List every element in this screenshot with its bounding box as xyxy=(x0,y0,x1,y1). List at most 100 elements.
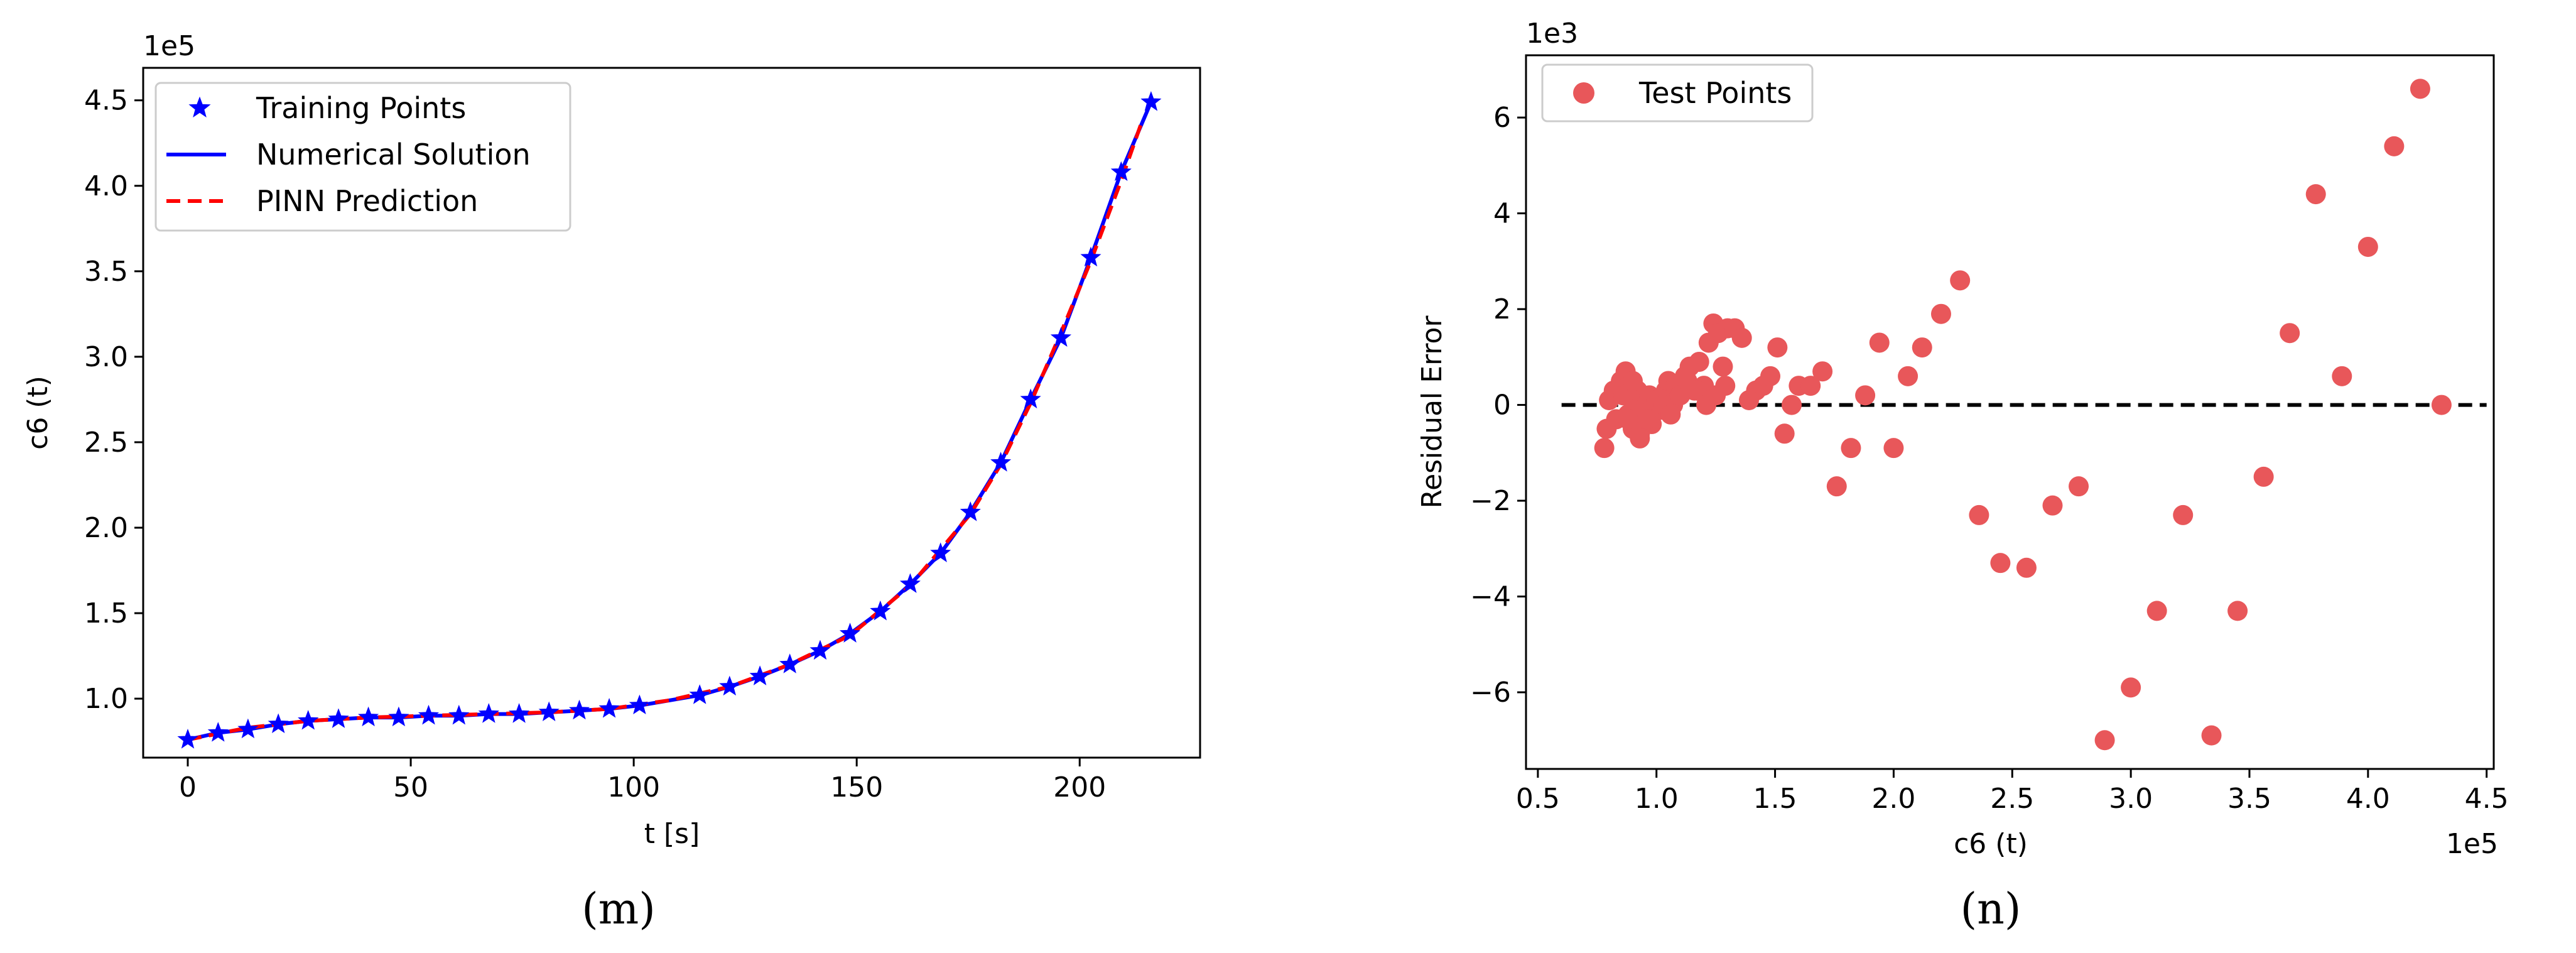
training-point xyxy=(629,694,650,715)
test-point xyxy=(2410,79,2430,99)
test-point xyxy=(1594,438,1615,459)
training-point xyxy=(1050,327,1072,347)
test-point xyxy=(2384,136,2405,156)
training-point xyxy=(237,718,259,739)
x-tick-label: 4.5 xyxy=(2465,783,2509,815)
training-point xyxy=(177,728,198,749)
training-point xyxy=(1110,161,1132,182)
y-tick-label: −2 xyxy=(1470,485,1511,517)
test-point xyxy=(1715,376,1736,396)
training-point xyxy=(1140,90,1162,111)
y-tick-label: 3.0 xyxy=(84,341,128,373)
test-point xyxy=(2305,184,2326,205)
y-tick-label: 4 xyxy=(1493,198,1511,230)
training-point xyxy=(839,623,861,643)
x-tick-label: 200 xyxy=(1053,771,1106,803)
legend-label-training-points: Training Points xyxy=(256,91,466,125)
training-point xyxy=(268,713,289,734)
training-point xyxy=(990,452,1012,472)
x-tick-label: 3.5 xyxy=(2227,783,2271,815)
y-tick-label: 6 xyxy=(1493,102,1511,134)
test-point xyxy=(1689,351,1709,372)
training-point xyxy=(689,684,710,704)
training-point xyxy=(1080,246,1101,267)
x-tick-label: 4.0 xyxy=(2346,783,2390,815)
y-offset-text: 1e5 xyxy=(143,30,195,62)
training-point xyxy=(930,542,951,562)
y-axis-label: c6 (t) xyxy=(22,376,54,450)
training-point xyxy=(960,501,981,521)
test-point xyxy=(1826,476,1847,497)
x-tick-label: 0 xyxy=(179,771,197,803)
x-offset-text: 1e5 xyxy=(2446,828,2498,860)
y-tick-label: 2.0 xyxy=(84,512,128,544)
x-tick-label: 100 xyxy=(607,771,660,803)
x-tick-label: 2.0 xyxy=(1871,783,1915,815)
training-point xyxy=(1020,388,1041,409)
test-point xyxy=(2431,395,2452,415)
y-tick-label: −4 xyxy=(1470,581,1511,613)
test-point xyxy=(2253,466,2274,487)
test-point xyxy=(2094,730,2115,751)
y-tick-label: 1.0 xyxy=(84,683,128,715)
legend-label-numerical-solution: Numerical Solution xyxy=(256,138,531,172)
test-point xyxy=(2069,476,2089,497)
training-point xyxy=(779,653,801,673)
test-point xyxy=(1686,380,1707,401)
training-point xyxy=(328,708,349,728)
y-tick-label: 0 xyxy=(1493,389,1511,422)
training-point xyxy=(719,675,740,696)
y-ticks: 1.0 1.5 2.0 2.5 3.0 3.5 4.0 4.5 xyxy=(84,85,143,715)
training-point xyxy=(899,573,921,593)
x-tick-label: 1.5 xyxy=(1753,783,1797,815)
test-point xyxy=(1637,409,1657,430)
test-point xyxy=(1800,376,1821,396)
x-tick-label: 2.5 xyxy=(1990,783,2034,815)
legend: Training Points Numerical Solution PINN … xyxy=(154,82,571,232)
test-point xyxy=(2227,601,2248,621)
chart-m: 1e5 0 50 100 150 200 1.0 1.5 2.0 2.5 3.0 3.5 4.0 4.… xyxy=(22,30,1201,934)
legend-box xyxy=(154,82,571,232)
test-point xyxy=(2280,323,2300,344)
training-point xyxy=(568,699,590,720)
test-point xyxy=(1912,337,1932,358)
test-point xyxy=(1869,332,1890,353)
test-point xyxy=(1713,356,1733,377)
test-point xyxy=(2042,495,2063,516)
test-point xyxy=(1731,327,1752,348)
test-point xyxy=(2146,601,2167,621)
training-point xyxy=(538,701,560,721)
x-axis-label: c6 (t) xyxy=(1954,828,2028,860)
y-tick-label: 1.5 xyxy=(84,597,128,629)
x-axis-label: t [s] xyxy=(644,818,700,850)
test-point xyxy=(1774,423,1795,444)
test-point xyxy=(1622,371,1643,391)
training-point xyxy=(509,703,530,723)
x-tick-label: 1.0 xyxy=(1635,783,1679,815)
x-ticks: 0 50 100 150 200 xyxy=(179,758,1106,803)
training-point xyxy=(870,600,891,621)
test-point xyxy=(2201,725,2222,746)
x-ticks: 0.5 1.0 1.5 2.0 2.5 3.0 3.5 4.0 4.5 xyxy=(1516,769,2509,815)
training-point xyxy=(809,640,831,660)
y-ticks: −6 −4 −2 0 2 4 6 xyxy=(1470,102,1526,709)
series-layer xyxy=(1561,79,2487,751)
plot-frame xyxy=(142,67,1201,759)
training-point xyxy=(207,722,229,742)
x-tick-label: 0.5 xyxy=(1516,783,1560,815)
test-point xyxy=(2332,366,2352,386)
panel-label-m: (m) xyxy=(582,885,656,934)
y-tick-label: 2 xyxy=(1493,293,1511,325)
test-point xyxy=(1855,385,1876,406)
test-point xyxy=(1660,404,1681,425)
test-point xyxy=(1841,438,1861,459)
test-point xyxy=(1898,366,1918,386)
legend-box xyxy=(1541,63,1814,123)
training-point xyxy=(478,703,499,723)
training-point xyxy=(418,704,440,725)
training-point xyxy=(358,706,379,727)
y-tick-label: 4.0 xyxy=(84,170,128,202)
y-tick-label: 3.5 xyxy=(84,256,128,288)
series-layer xyxy=(177,90,1162,749)
test-point xyxy=(2016,557,2037,578)
